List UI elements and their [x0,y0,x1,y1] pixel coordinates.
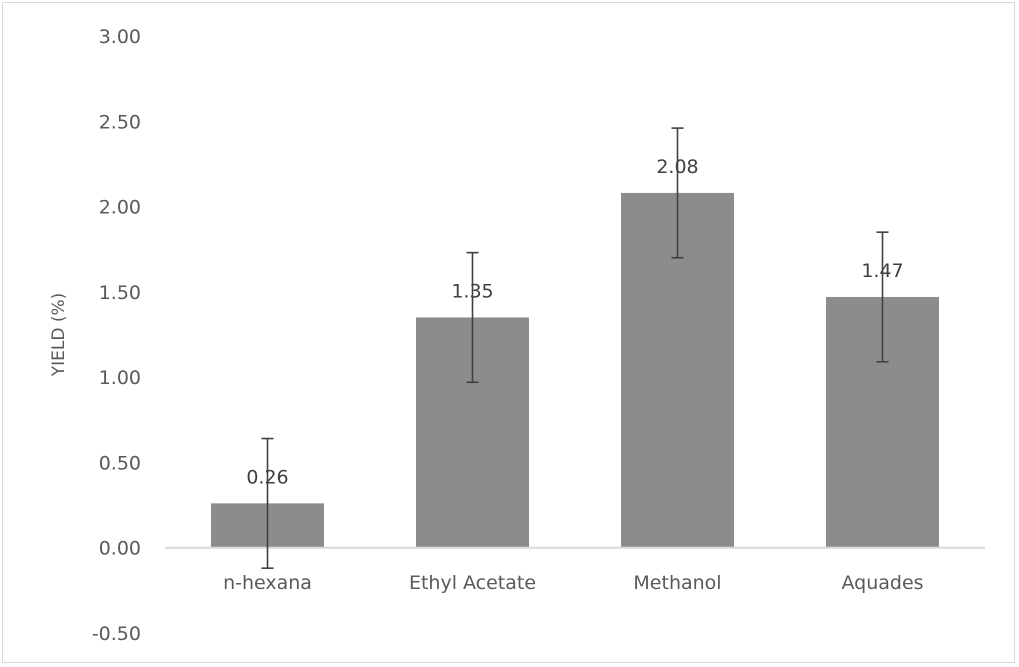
error-bars [261,127,889,569]
x-category-label: Ethyl Acetate [409,572,536,594]
x-category-label: Methanol [633,572,721,594]
bars [211,192,939,548]
y-tick-label: 0.50 [99,452,141,474]
y-tick-label: -0.50 [92,623,141,645]
y-tick-label: 1.00 [99,367,141,389]
x-category-label: n-hexana [223,572,312,594]
x-axis-categories: n-hexana Ethyl Acetate Methanol Aquades [223,572,923,594]
data-labels: 0.26 1.35 2.08 1.47 [246,156,903,488]
data-label: 2.08 [656,156,698,178]
x-category-label: Aquades [841,572,923,594]
y-tick-label: 0.00 [99,538,141,560]
y-axis-title: YIELD (%) [49,293,69,378]
data-label: 1.35 [451,280,493,302]
data-label: 1.47 [861,260,903,282]
y-tick-label: 3.00 [99,26,141,48]
y-tick-label: 2.50 [99,111,141,133]
y-tick-label: 1.50 [99,282,141,304]
y-axis-ticks: 3.00 2.50 2.00 1.50 1.00 0.50 0.00 -0.50 [92,26,141,645]
data-label: 0.26 [246,466,288,488]
y-tick-label: 2.00 [99,197,141,219]
